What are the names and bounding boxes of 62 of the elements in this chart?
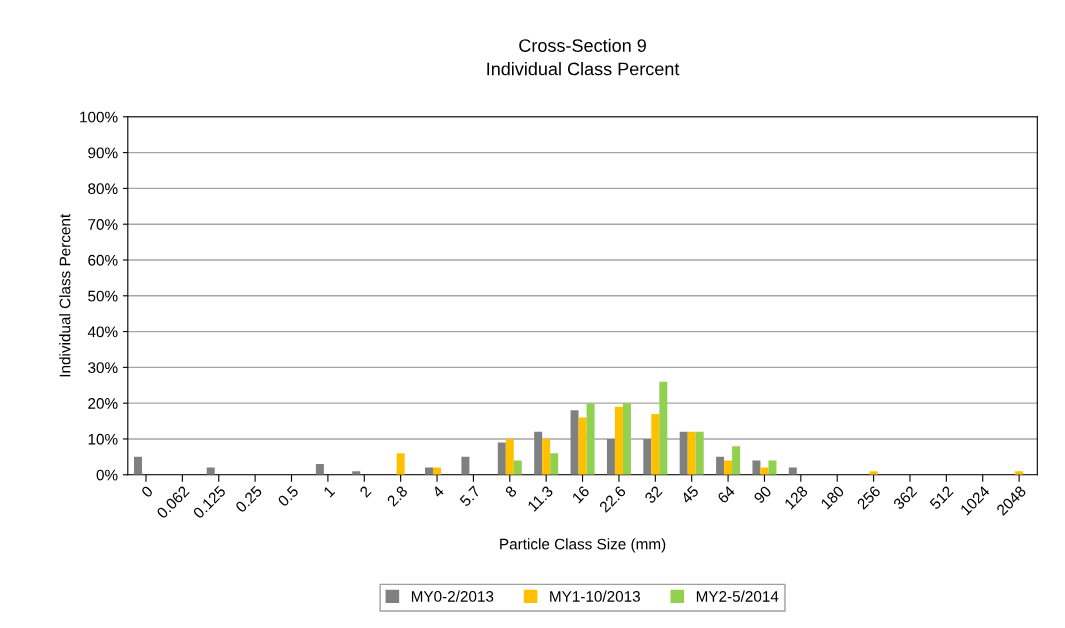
- x-tick-label: 256: [856, 485, 882, 510]
- bar: [606, 438, 615, 475]
- x-tick-label: 64: [716, 485, 736, 504]
- y-tick-label: 20%: [88, 398, 118, 409]
- y-tick-label: 60%: [88, 254, 118, 266]
- bar: [659, 381, 668, 475]
- bar: [752, 460, 761, 475]
- x-tick-label: 16: [571, 485, 591, 504]
- bar: [497, 442, 506, 475]
- bar: [695, 431, 704, 475]
- bar: [724, 460, 733, 475]
- legend-label: MY0-2/2013: [411, 590, 494, 602]
- x-tick-label: 0: [140, 485, 154, 499]
- y-axis-title: Individual Class Percent: [59, 213, 71, 377]
- y-tick-label: 70%: [88, 219, 118, 230]
- bar: [461, 456, 470, 475]
- y-tick-label: 90%: [88, 147, 118, 159]
- chart-title: Cross-Section 9 Individual Class Percent: [487, 38, 680, 76]
- x-tick-label: 45: [680, 485, 700, 505]
- x-tick-label: 1: [323, 485, 336, 498]
- x-tick-label: 180: [820, 485, 845, 510]
- x-tick-label: 2: [359, 485, 372, 498]
- x-tick-label: 128: [783, 485, 809, 510]
- x-axis-title: Particle Class Size (mm): [500, 538, 666, 553]
- bar: [732, 446, 741, 475]
- bar: [716, 456, 725, 475]
- bar: [614, 406, 623, 475]
- bar: [586, 403, 595, 475]
- x-tick-label: 512: [929, 485, 954, 511]
- bar: [550, 453, 559, 475]
- x-tick-label: 90: [753, 485, 772, 504]
- bar: [651, 413, 660, 475]
- bar: [315, 464, 324, 475]
- bar: [513, 460, 522, 475]
- bar: [679, 431, 688, 475]
- bar: [542, 438, 551, 475]
- x-tick-label: 4: [431, 485, 445, 499]
- bar: [687, 431, 696, 475]
- bar: [768, 460, 777, 475]
- y-tick-label: 30%: [88, 362, 118, 374]
- bar: [570, 410, 579, 475]
- y-tick-label: 10%: [88, 433, 118, 445]
- legend-label: MY1-10/2013: [550, 590, 640, 602]
- bar: [505, 438, 514, 475]
- y-tick-label: 0%: [96, 469, 118, 481]
- x-tick-label: 8: [504, 485, 518, 498]
- y-tick-label: 100%: [80, 111, 118, 123]
- bar: [534, 431, 543, 475]
- x-tick-label: 32: [644, 485, 663, 505]
- y-tick-label: 40%: [87, 326, 118, 338]
- x-tick-label: 2.8: [386, 485, 409, 507]
- x-tick-label: 5.7: [459, 485, 481, 508]
- bar: [643, 438, 652, 475]
- bar: [133, 456, 142, 475]
- y-tick-label: 80%: [88, 183, 118, 195]
- bar: [578, 417, 587, 475]
- x-tick-label: 0.5: [277, 485, 299, 508]
- bar: [622, 403, 631, 475]
- x-tick-label: 362: [892, 485, 918, 511]
- y-tick-label: 50%: [88, 290, 118, 302]
- legend-label: MY2-5/2014: [696, 590, 779, 602]
- bar: [396, 453, 405, 475]
